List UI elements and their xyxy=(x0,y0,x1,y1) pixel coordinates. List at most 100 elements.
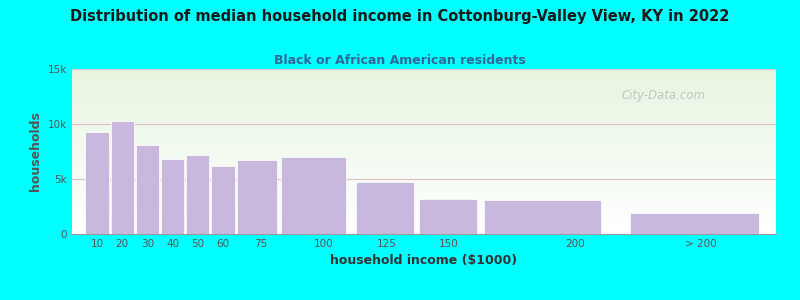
Bar xyxy=(72,136,776,137)
Bar xyxy=(72,212,776,213)
Bar xyxy=(72,102,776,103)
Bar xyxy=(72,188,776,189)
Bar xyxy=(72,215,776,216)
Bar xyxy=(72,208,776,209)
Bar xyxy=(72,185,776,186)
Bar xyxy=(72,139,776,140)
X-axis label: household income ($1000): household income ($1000) xyxy=(330,254,518,267)
Bar xyxy=(72,87,776,88)
Bar xyxy=(72,191,776,192)
Bar xyxy=(72,86,776,87)
Bar xyxy=(72,156,776,157)
Bar xyxy=(72,114,776,115)
Bar xyxy=(72,209,776,210)
Bar xyxy=(72,218,776,219)
Bar xyxy=(72,122,776,123)
Bar xyxy=(72,107,776,108)
Bar xyxy=(72,181,776,182)
Bar xyxy=(356,182,414,234)
Bar xyxy=(72,94,776,95)
Bar xyxy=(72,145,776,146)
Bar xyxy=(211,166,234,234)
Bar xyxy=(186,155,210,234)
Bar xyxy=(72,202,776,203)
Bar xyxy=(72,169,776,170)
Bar xyxy=(72,233,776,234)
Bar xyxy=(72,133,776,134)
Bar xyxy=(72,100,776,101)
Bar xyxy=(72,70,776,71)
Bar xyxy=(72,117,776,118)
Bar xyxy=(484,200,601,234)
Bar xyxy=(72,192,776,193)
Bar xyxy=(72,177,776,178)
Bar xyxy=(72,83,776,84)
Bar xyxy=(72,165,776,166)
Bar xyxy=(72,140,776,141)
Bar xyxy=(72,75,776,76)
Bar xyxy=(72,206,776,207)
Y-axis label: households: households xyxy=(30,112,42,191)
Bar xyxy=(72,147,776,148)
Bar xyxy=(72,170,776,171)
Bar xyxy=(72,154,776,155)
Bar xyxy=(72,78,776,79)
Bar xyxy=(72,95,776,96)
Text: City-Data.com: City-Data.com xyxy=(621,89,706,102)
Bar xyxy=(72,110,776,111)
Bar xyxy=(281,157,346,234)
Bar xyxy=(72,223,776,224)
Bar xyxy=(72,108,776,109)
Bar xyxy=(72,149,776,150)
Bar xyxy=(72,74,776,75)
Bar xyxy=(72,96,776,97)
Bar xyxy=(72,151,776,152)
Bar xyxy=(72,116,776,117)
Bar xyxy=(72,207,776,208)
Bar xyxy=(72,125,776,126)
Bar xyxy=(72,166,776,167)
Bar xyxy=(72,186,776,187)
Bar xyxy=(72,82,776,83)
Bar xyxy=(72,119,776,120)
Bar xyxy=(72,171,776,172)
Bar xyxy=(72,109,776,110)
Bar xyxy=(72,111,776,112)
Bar xyxy=(72,176,776,177)
Bar xyxy=(72,115,776,116)
Bar xyxy=(110,121,134,234)
Bar xyxy=(72,182,776,183)
Bar xyxy=(72,226,776,227)
Bar xyxy=(72,144,776,145)
Bar xyxy=(72,225,776,226)
Bar xyxy=(72,123,776,124)
Bar xyxy=(72,77,776,78)
Bar xyxy=(72,180,776,181)
Bar xyxy=(72,128,776,129)
Bar xyxy=(72,81,776,82)
Bar xyxy=(72,179,776,180)
Bar xyxy=(72,232,776,233)
Bar xyxy=(86,132,109,234)
Bar xyxy=(72,127,776,128)
Bar xyxy=(72,148,776,149)
Bar xyxy=(72,189,776,190)
Bar xyxy=(72,104,776,105)
Bar xyxy=(72,155,776,156)
Bar xyxy=(72,219,776,220)
Bar xyxy=(72,213,776,214)
Bar xyxy=(72,167,776,168)
Bar xyxy=(72,198,776,199)
Bar xyxy=(72,229,776,230)
Bar xyxy=(72,85,776,86)
Bar xyxy=(72,142,776,143)
Bar xyxy=(72,98,776,99)
Bar xyxy=(72,93,776,94)
Bar xyxy=(72,172,776,173)
Bar xyxy=(72,169,776,170)
Bar xyxy=(72,99,776,100)
Bar xyxy=(72,190,776,191)
Bar xyxy=(72,90,776,91)
Bar xyxy=(72,178,776,179)
Bar xyxy=(72,193,776,194)
